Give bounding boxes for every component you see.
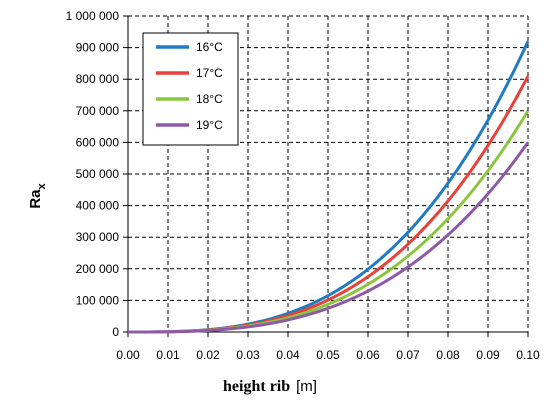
y-tick-label: 300 000 [76,230,120,244]
x-tick-label: 0.03 [236,348,260,362]
x-tick-label: 0.08 [436,348,460,362]
y-tick-label: 900 000 [76,41,120,55]
series-line-19c [128,141,530,334]
y-axis-label: Rax [27,182,48,208]
y-tick-label: 600 000 [76,135,120,149]
y-tick-label: 500 000 [76,167,120,181]
legend-label: 17°C [196,66,223,80]
x-tick-label: 0.10 [516,348,540,362]
legend: 16°C 17°C 18°C 19°C [142,32,239,146]
x-tick-label: 0.07 [396,348,420,362]
x-axis-tick-labels: 0.00 0.01 0.02 0.03 0.04 0.05 0.06 0.07 0.08 0.09… [116,348,540,362]
x-axis-label: height rib [m] [223,378,317,395]
x-tick-label: 0.06 [356,348,380,362]
y-tick-label: 800 000 [76,72,120,86]
x-tick-label: 0.05 [316,348,340,362]
y-tick-label: 1 000 000 [66,9,120,23]
x-tick-label: 0.04 [276,348,300,362]
legend-label: 19°C [196,118,223,132]
legend-label: 16°C [196,40,223,54]
legend-label: 18°C [196,92,223,106]
y-tick-label: 700 000 [76,104,120,118]
series-lines [128,40,530,334]
y-axis-tick-labels: 0 100 000 200 000 300 000 400 000 500 000 600 … [66,9,120,339]
y-tick-label: 200 000 [76,262,120,276]
y-tick-label: 0 [112,325,119,339]
x-tick-label: 0.00 [116,348,140,362]
x-tick-label: 0.01 [156,348,180,362]
x-tick-label: 0.02 [196,348,220,362]
y-tick-label: 400 000 [76,199,120,213]
x-tick-label: 0.09 [476,348,500,362]
legend-box [142,32,239,146]
y-tick-label: 100 000 [76,293,120,307]
